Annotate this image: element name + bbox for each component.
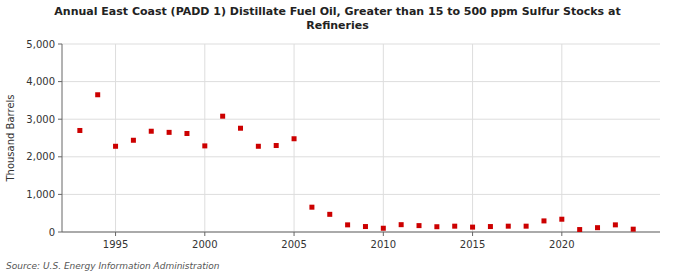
y-tick-label: 1,000	[26, 189, 55, 200]
point	[238, 126, 243, 131]
tick-mark	[58, 119, 62, 120]
x-tick-label: 2020	[549, 239, 574, 250]
grid-line	[62, 81, 660, 82]
point	[541, 218, 546, 223]
point	[95, 92, 100, 97]
tick-mark	[561, 232, 562, 236]
tick-mark	[58, 194, 62, 195]
x-tick-label: 2005	[281, 239, 306, 250]
point	[559, 217, 564, 222]
point	[292, 136, 297, 141]
point	[274, 143, 279, 148]
grid-line	[62, 232, 660, 233]
point	[77, 128, 82, 133]
point	[113, 144, 118, 149]
y-tick-label: 0	[49, 227, 55, 238]
y-tick-label: 3,000	[26, 114, 55, 125]
tick-mark	[294, 232, 295, 236]
point	[149, 129, 154, 134]
point	[577, 227, 582, 232]
tick-mark	[58, 232, 62, 233]
grid-line	[472, 44, 473, 232]
point	[595, 225, 600, 230]
tick-mark	[58, 44, 62, 45]
point	[524, 224, 529, 229]
grid-line	[561, 44, 562, 232]
tick-mark	[204, 232, 205, 236]
y-axis-line	[62, 44, 63, 232]
point	[327, 212, 332, 217]
point	[256, 144, 261, 149]
point	[488, 224, 493, 229]
source-note: Source: U.S. Energy Information Administ…	[6, 261, 220, 271]
point	[167, 130, 172, 135]
grid	[62, 44, 660, 232]
point	[131, 138, 136, 143]
point	[417, 223, 422, 228]
point	[345, 222, 350, 227]
points	[77, 92, 635, 232]
tick-mark	[58, 81, 62, 82]
grid-line	[383, 44, 384, 232]
y-tick-label: 5,000	[26, 39, 55, 50]
point	[202, 143, 207, 148]
chart: Annual East Coast (PADD 1) Distillate Fu…	[0, 0, 675, 275]
grid-line	[204, 44, 205, 232]
point	[399, 222, 404, 227]
point	[452, 224, 457, 229]
point	[613, 222, 618, 227]
y-axis-label: Thousand Barrels	[5, 94, 16, 182]
x-tick-label: 2015	[460, 239, 485, 250]
x-tick-label: 2000	[192, 239, 217, 250]
grid-line	[62, 156, 660, 157]
tick-mark	[58, 156, 62, 157]
tick-mark	[115, 232, 116, 236]
point	[184, 131, 189, 136]
grid-line	[62, 119, 660, 120]
grid-line	[62, 194, 660, 195]
point	[434, 224, 439, 229]
point	[631, 227, 636, 232]
point	[470, 225, 475, 230]
point	[309, 205, 314, 210]
x-tick-label: 1995	[103, 239, 128, 250]
y-tick-label: 4,000	[26, 76, 55, 87]
grid-line	[62, 44, 660, 45]
title: Annual East Coast (PADD 1) Distillate Fu…	[54, 5, 620, 32]
x-tick-label: 2010	[371, 239, 396, 250]
x-axis-line	[62, 232, 660, 233]
grid-line	[115, 44, 116, 232]
tick-mark	[472, 232, 473, 236]
tick-mark	[383, 232, 384, 236]
y-tick-label: 2,000	[26, 151, 55, 162]
point	[506, 224, 511, 229]
point	[220, 114, 225, 119]
point	[363, 224, 368, 229]
point	[381, 226, 386, 231]
